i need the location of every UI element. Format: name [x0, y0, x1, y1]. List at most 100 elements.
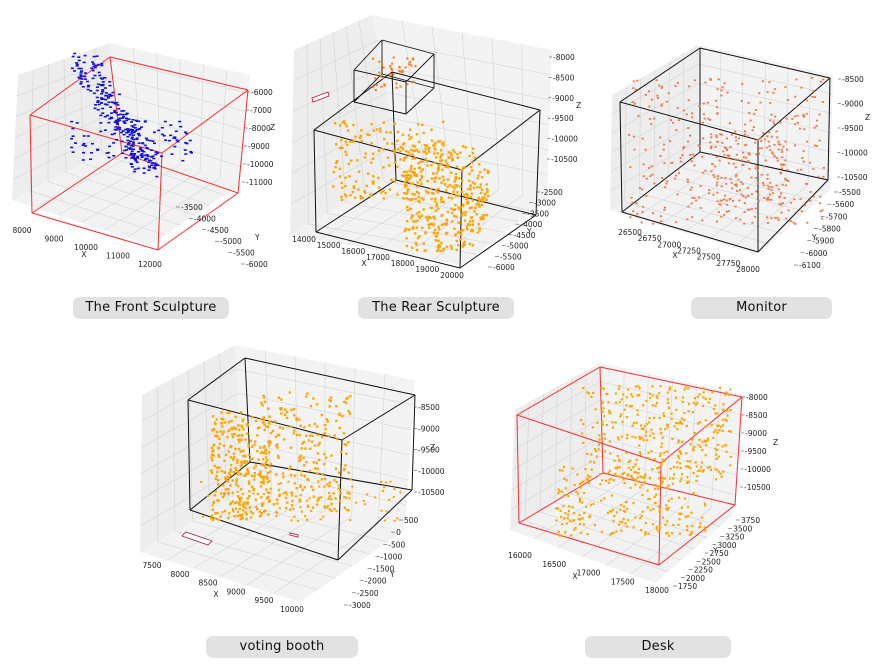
orange-point — [657, 466, 661, 469]
blue-point — [100, 62, 104, 65]
orange-point — [665, 532, 668, 535]
grid-line — [584, 370, 587, 485]
salmon-point — [755, 190, 758, 193]
orange-point — [436, 249, 439, 253]
salmon-point — [753, 112, 756, 115]
salmon-point — [645, 177, 648, 180]
orange-point — [486, 169, 490, 172]
orange-point — [642, 439, 645, 442]
orange-point — [473, 156, 477, 159]
orange-point — [477, 174, 480, 177]
salmon-point — [709, 141, 712, 144]
orange-point — [379, 130, 382, 133]
orange-point — [670, 497, 673, 500]
blue-point — [183, 149, 187, 151]
orange-point — [678, 512, 681, 515]
orange-point — [714, 429, 717, 432]
orange-point — [671, 482, 675, 485]
orange-point — [366, 133, 369, 136]
orange-point — [360, 139, 363, 143]
blue-point — [135, 138, 139, 141]
orange-point — [680, 473, 684, 476]
salmon-point — [766, 177, 769, 180]
salmon-point — [687, 99, 690, 102]
orange-point — [433, 177, 437, 180]
blue-point — [118, 119, 122, 122]
orange-point — [392, 73, 395, 76]
orange-point — [410, 217, 413, 220]
bounding-box-edge — [619, 101, 623, 213]
salmon-point — [747, 160, 750, 163]
orange-point — [290, 491, 293, 494]
orange-point — [402, 158, 406, 161]
orange-point — [704, 440, 707, 443]
salmon-point — [750, 176, 753, 179]
orange-point — [216, 518, 219, 521]
orange-point — [725, 450, 728, 453]
orange-point — [668, 388, 671, 391]
orange-point — [586, 474, 589, 477]
orange-point — [585, 505, 588, 508]
salmon-point — [662, 143, 666, 146]
orange-point — [701, 449, 704, 452]
bounding-box-edge — [516, 414, 520, 524]
orange-point — [612, 519, 615, 523]
salmon-point — [805, 112, 808, 115]
orange-point — [469, 195, 472, 199]
y-axis-label: Y — [811, 233, 817, 242]
orange-point — [639, 486, 642, 489]
orange-point — [349, 478, 352, 481]
salmon-point — [794, 95, 797, 98]
z-axis-label: Z — [576, 101, 581, 110]
y-tick-label: -1000 — [380, 552, 402, 561]
orange-point — [268, 465, 272, 468]
orange-point — [338, 167, 342, 170]
salmon-point — [793, 123, 797, 126]
orange-point — [676, 454, 680, 457]
salmon-point — [768, 145, 771, 148]
blue-point — [130, 132, 134, 134]
orange-point — [480, 203, 484, 207]
orange-point — [374, 89, 377, 92]
orange-point — [716, 412, 719, 415]
salmon-point — [707, 117, 710, 120]
x-tick-label: 17500 — [611, 577, 635, 586]
orange-point — [338, 124, 342, 127]
orange-point — [622, 478, 625, 481]
orange-point — [657, 530, 660, 533]
blue-point — [148, 166, 152, 169]
blue-point — [86, 85, 90, 88]
orange-point — [220, 417, 223, 421]
orange-point — [262, 510, 266, 513]
orange-point — [703, 502, 706, 505]
orange-point — [405, 244, 409, 248]
orange-point — [276, 446, 279, 449]
salmon-point — [687, 85, 691, 88]
orange-point — [632, 422, 635, 425]
blue-point — [139, 126, 143, 129]
salmon-point — [798, 127, 802, 130]
salmon-point — [660, 85, 664, 88]
orange-point — [214, 434, 217, 438]
grid-line — [521, 44, 524, 196]
blue-point — [133, 158, 137, 160]
blue-point — [142, 150, 146, 153]
orange-point — [293, 429, 296, 432]
orange-point — [413, 171, 416, 174]
blue-point — [114, 126, 118, 128]
salmon-point — [760, 173, 763, 176]
salmon-point — [785, 179, 789, 182]
orange-point — [441, 168, 444, 172]
salmon-point — [781, 164, 784, 166]
salmon-point — [754, 167, 757, 170]
z-tick-label: -9500 — [745, 447, 767, 456]
z-tick-label: -10000 — [418, 467, 445, 476]
orange-point — [600, 530, 603, 533]
orange-point — [237, 438, 240, 441]
orange-point — [402, 170, 406, 174]
salmon-point — [787, 209, 790, 212]
orange-point — [231, 433, 234, 436]
orange-point — [317, 458, 321, 462]
bounding-box-edge — [658, 462, 662, 566]
blue-point — [108, 84, 112, 87]
